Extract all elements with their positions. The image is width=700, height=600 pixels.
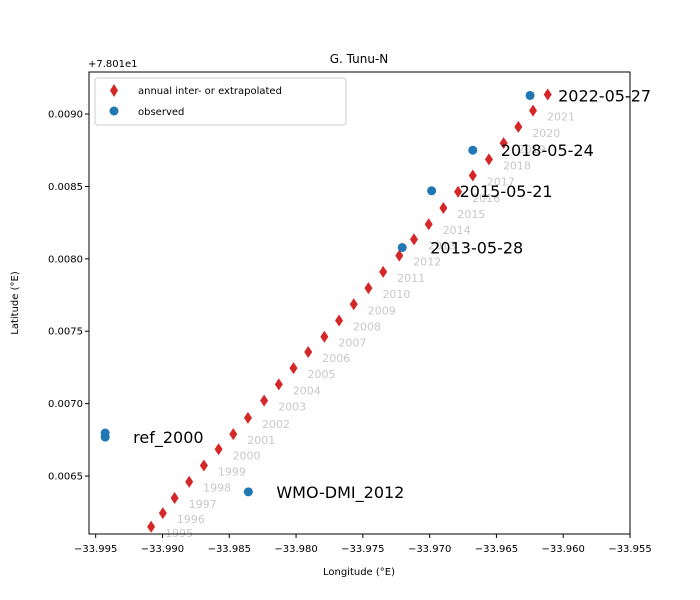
year-label: 2010: [382, 288, 410, 301]
y-axis-title: Latitude (°E): [10, 271, 21, 335]
interpolated-point: [320, 330, 329, 343]
year-label: 2007: [338, 337, 366, 350]
x-tick-label: −33.995: [74, 544, 117, 555]
year-label: 2005: [308, 368, 336, 381]
year-label: 2012: [413, 256, 441, 269]
data-points: [100, 88, 552, 533]
interpolated-point: [260, 394, 269, 407]
year-label: 2018: [503, 159, 531, 172]
x-tick-label: −33.990: [141, 544, 184, 555]
observed-point: [468, 145, 478, 155]
interpolated-point: [289, 362, 298, 375]
interpolated-point: [229, 428, 238, 441]
x-tick-label: −33.955: [608, 544, 651, 555]
x-tick-label: −33.980: [274, 544, 317, 555]
year-label: 2020: [532, 127, 560, 140]
observed-point: [243, 487, 253, 497]
observation-label: 2018-05-24: [501, 141, 594, 160]
chart-title: G. Tunu-N: [330, 52, 389, 66]
year-label: 2004: [293, 384, 321, 397]
x-axis-ticks: −33.995 −33.990 −33.985 −33.980 −33.975 −33.9…: [74, 534, 652, 555]
year-label: 1998: [203, 482, 231, 495]
year-label: 1997: [189, 498, 217, 511]
legend-box: [94, 77, 347, 126]
x-tick-label: −33.970: [408, 544, 451, 555]
legend-label-observed: observed: [138, 107, 184, 118]
observation-label: 2022-05-27: [558, 86, 651, 105]
legend-circle-marker: [109, 106, 119, 116]
year-label: 2013: [428, 239, 456, 252]
observation-label: 2015-05-21: [460, 182, 553, 201]
observation-label: WMO-DMI_2012: [276, 483, 404, 503]
interpolated-point: [395, 249, 404, 262]
interpolated-point: [274, 378, 283, 391]
year-label: 2006: [322, 352, 350, 365]
x-tick-label: −33.985: [208, 544, 251, 555]
interpolated-point: [529, 104, 538, 117]
legend-label-interpolated: annual inter- or extrapolated: [138, 86, 282, 97]
interpolated-point: [439, 201, 448, 214]
interpolated-point: [158, 507, 167, 520]
year-label: 2021: [547, 111, 575, 124]
year-label: 2002: [262, 418, 290, 431]
interpolated-point: [454, 185, 463, 198]
interpolated-point: [335, 314, 344, 327]
interpolated-point: [468, 169, 477, 182]
y-tick-label: 0.0065: [48, 472, 83, 483]
observed-point: [427, 186, 437, 196]
year-label: 2003: [278, 401, 306, 414]
year-label: 1995: [165, 527, 193, 540]
plot-area-frame: [88, 71, 631, 535]
year-label: 2019: [518, 143, 546, 156]
y-tick-label: 0.0090: [48, 110, 83, 121]
legend: annual inter- or extrapolated observed: [94, 77, 347, 126]
year-label: 2015: [457, 208, 485, 221]
year-label: 2016: [472, 192, 500, 205]
observed-point: [525, 90, 535, 100]
x-tick-label: −33.960: [542, 544, 585, 555]
interpolated-point: [410, 233, 419, 246]
interpolated-point: [543, 88, 552, 101]
year-label: 2009: [368, 304, 396, 317]
interpolated-point: [214, 443, 223, 456]
year-label: 2014: [443, 224, 471, 237]
x-tick-label: −33.965: [475, 544, 518, 555]
year-label: 2008: [353, 321, 381, 334]
interpolated-point: [379, 265, 388, 278]
x-axis-title: Longitude (°E): [323, 567, 395, 578]
y-tick-label: 0.0075: [48, 327, 83, 338]
year-label: 2000: [233, 449, 261, 462]
interpolated-point: [147, 520, 156, 533]
interpolated-point: [185, 475, 194, 488]
observed-point: [397, 243, 407, 253]
interpolated-point: [364, 282, 373, 295]
interpolated-point: [349, 298, 358, 311]
interpolated-point: [514, 120, 523, 133]
y-axis-ticks: 0.0065 0.0070 0.0075 0.0080 0.0085 0.0090: [48, 110, 89, 483]
y-tick-label: 0.0080: [48, 254, 83, 265]
observation-label: ref_2000: [133, 428, 203, 448]
year-label: 2001: [247, 434, 275, 447]
legend-diamond-marker: [110, 84, 118, 97]
observed-point: [100, 432, 110, 442]
y-offset-label: +7.801e1: [88, 59, 138, 70]
interpolated-point: [424, 218, 433, 231]
interpolated-point: [170, 491, 179, 504]
year-label: 2017: [487, 176, 515, 189]
year-label: 1999: [218, 465, 246, 478]
y-tick-label: 0.0085: [48, 182, 83, 193]
interpolated-point: [484, 153, 493, 166]
observation-label: 2013-05-28: [430, 239, 523, 258]
interpolated-point: [499, 137, 508, 150]
interpolated-point: [243, 411, 252, 424]
interpolated-point: [304, 345, 313, 358]
y-tick-label: 0.0070: [48, 399, 83, 410]
interpolated-point: [199, 459, 208, 472]
x-tick-label: −33.975: [341, 544, 384, 555]
year-label: 2011: [397, 272, 425, 285]
year-label: 1996: [177, 513, 205, 526]
